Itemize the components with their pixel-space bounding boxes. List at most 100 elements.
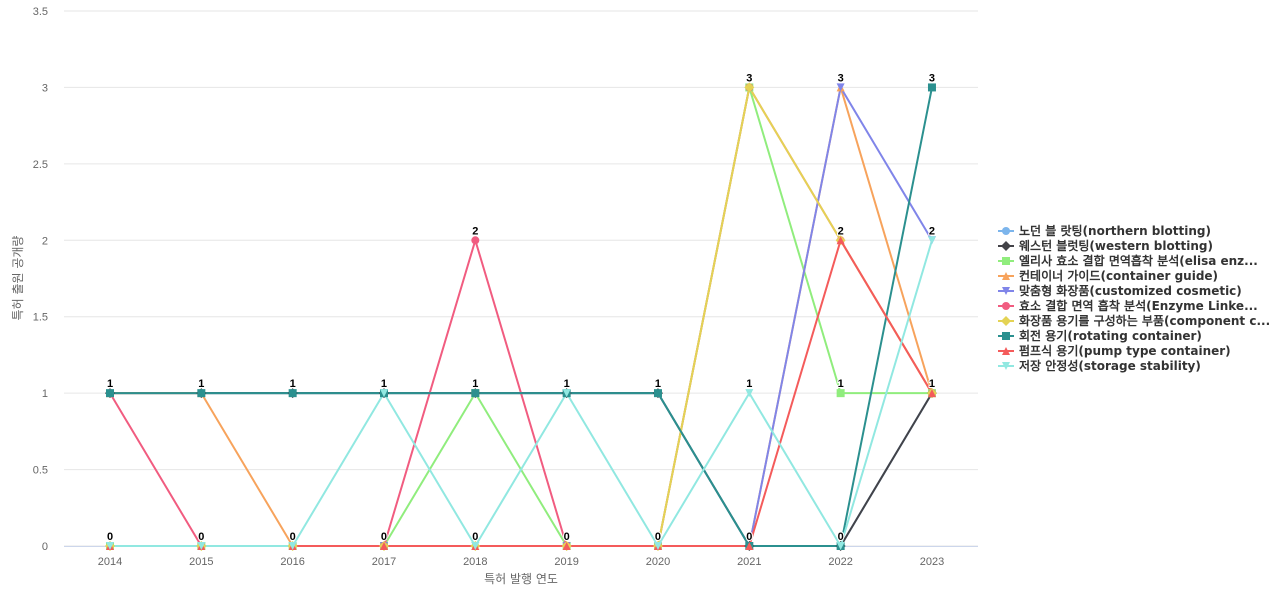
legend-item[interactable]: 컨테이너 가이드(container guide)	[998, 268, 1218, 283]
series-lines	[109, 86, 933, 547]
legend-marker	[1002, 227, 1010, 235]
y-tick-label: 0.5	[33, 465, 48, 477]
legend-item[interactable]: 회전 용기(rotating container)	[998, 328, 1202, 343]
y-tick-label: 0	[42, 541, 48, 553]
data-label: 1	[838, 378, 844, 390]
series-9-point	[562, 389, 571, 398]
data-label: 0	[381, 531, 387, 543]
data-label: 0	[655, 531, 661, 543]
legend-item[interactable]: 저장 안정성(storage stability)	[998, 358, 1201, 373]
legend-label: 화장품 용기를 구성하는 부품(component c...	[1019, 313, 1270, 328]
legend-label: 회전 용기(rotating container)	[1019, 328, 1202, 343]
x-tick-label: 2023	[920, 556, 944, 568]
legend-marker	[1002, 302, 1010, 310]
series-line-9	[109, 239, 933, 547]
legend-marker	[1002, 347, 1010, 355]
series-6-point	[744, 82, 755, 93]
x-tick-label: 2015	[189, 556, 213, 568]
series-4-point	[836, 83, 845, 92]
data-label: 1	[198, 378, 204, 390]
legend-item[interactable]: 맞춤형 화장품(customized cosmetic)	[998, 283, 1242, 298]
y-tick-label: 2.5	[33, 159, 48, 171]
series-9-point	[836, 542, 845, 550]
data-label: 3	[929, 72, 935, 84]
series-7-point	[106, 389, 114, 398]
series-9-point	[379, 389, 388, 398]
series-8-point	[927, 389, 936, 398]
data-label: 1	[381, 378, 387, 390]
legend-marker	[1002, 287, 1010, 295]
legend-label: 웨스턴 블럿팅(western blotting)	[1019, 238, 1213, 253]
legend: 노던 블 랏팅(northern blotting)웨스턴 블럿팅(wester…	[998, 223, 1270, 373]
data-label: 1	[929, 378, 935, 390]
series-9-point	[106, 542, 114, 550]
x-tick-label: 2016	[280, 556, 304, 568]
data-label: 0	[198, 531, 204, 543]
data-label: 0	[472, 531, 478, 543]
data-label: 2	[929, 225, 935, 237]
legend-item[interactable]: 화장품 용기를 구성하는 부품(component c...	[998, 313, 1270, 328]
series-8-point	[379, 542, 388, 550]
x-tick-label: 2020	[646, 556, 670, 568]
x-tick-label: 2014	[98, 556, 122, 568]
y-tick-label: 3	[42, 82, 48, 94]
data-label: 1	[472, 378, 478, 390]
series-9-point	[197, 542, 206, 550]
legend-label: 맞춤형 화장품(customized cosmetic)	[1019, 283, 1242, 298]
x-tick-label: 2017	[372, 556, 396, 568]
series-9-point	[745, 389, 754, 398]
series-7-point	[927, 83, 936, 92]
series-line-7	[109, 86, 933, 547]
series-5-point	[471, 236, 480, 245]
data-label: 0	[290, 531, 296, 543]
legend-item[interactable]: 엘리사 효소 결합 면역흡착 분석(elisa enz...	[998, 253, 1258, 268]
data-label: 2	[472, 225, 478, 237]
data-label: 0	[746, 531, 752, 543]
legend-label: 엘리사 효소 결합 면역흡착 분석(elisa enz...	[1019, 253, 1258, 268]
y-tick-label: 1	[42, 388, 48, 400]
series-2-point	[836, 389, 845, 398]
data-label: 0	[564, 531, 570, 543]
legend-marker	[1001, 241, 1011, 251]
series-9-point	[653, 542, 662, 550]
series-7-point	[471, 389, 480, 398]
legend-label: 펌프식 용기(pump type container)	[1019, 343, 1231, 358]
data-labels: 1 0 1 0 1 0 1 0 2 1 0 1 0 1 0 3 1 0 3 2 1 0 3 2 1	[106, 71, 936, 544]
legend-marker	[1002, 272, 1010, 280]
x-tick-label: 2022	[828, 556, 852, 568]
series-9-point	[288, 542, 297, 550]
series-9-point	[471, 542, 480, 550]
series-8-point	[562, 542, 571, 550]
series-7-point	[197, 389, 206, 398]
legend-label: 저장 안정성(storage stability)	[1019, 358, 1201, 373]
x-tick-label: 2021	[737, 556, 761, 568]
data-label: 1	[107, 378, 113, 390]
y-tick-label: 2	[42, 235, 48, 247]
legend-item[interactable]: 효소 결합 면역 흡착 분석(Enzyme Linke...	[998, 298, 1258, 313]
series-markers	[105, 82, 937, 551]
legend-label: 컨테이너 가이드(container guide)	[1019, 268, 1218, 283]
y-tick-label: 1.5	[33, 312, 48, 324]
legend-marker	[1001, 316, 1011, 326]
x-tick-label: 2018	[463, 556, 487, 568]
legend-item[interactable]: 웨스턴 블럿팅(western blotting)	[998, 238, 1213, 253]
legend-marker	[1002, 257, 1010, 265]
data-label: 1	[655, 378, 661, 390]
legend-label: 노던 블 랏팅(northern blotting)	[1019, 223, 1211, 238]
legend-item[interactable]: 펌프식 용기(pump type container)	[998, 343, 1231, 358]
data-label: 2	[838, 225, 844, 237]
legend-marker	[1002, 332, 1010, 340]
y-axis-title: 특허 출원 공개량	[11, 236, 25, 321]
legend-label: 효소 결합 면역 흡착 분석(Enzyme Linke...	[1019, 298, 1258, 313]
x-tick-label: 2019	[554, 556, 578, 568]
series-8-point	[836, 236, 845, 245]
series-7-point	[653, 389, 662, 398]
x-axis-ticks: 2014 2015 2016 2017 2018 2019 2020 2021 2022 2023	[98, 556, 944, 568]
data-label: 1	[746, 378, 752, 390]
y-axis-ticks: 0 0.5 1 1.5 2 2.5 3 3.5	[33, 6, 48, 553]
y-tick-label: 3.5	[33, 6, 48, 18]
legend-item[interactable]: 노던 블 랏팅(northern blotting)	[998, 223, 1211, 238]
data-label: 0	[107, 531, 113, 543]
data-label: 3	[838, 72, 844, 84]
